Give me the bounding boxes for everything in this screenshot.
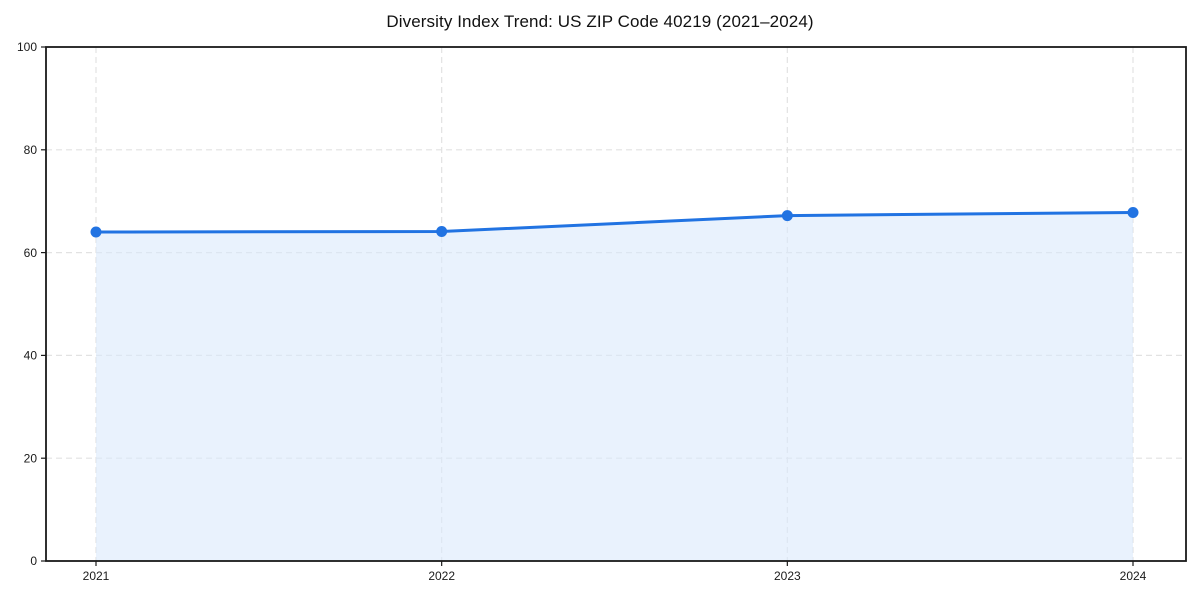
- plot-border: [45, 46, 1187, 562]
- x-tick-label: 2023: [774, 569, 801, 583]
- y-tick-label: 100: [17, 40, 37, 54]
- y-tick-label: 40: [24, 349, 38, 363]
- x-tick-label: 2021: [83, 569, 110, 583]
- trend-line: [94, 211, 1135, 234]
- data-point-marker: [436, 226, 448, 238]
- x-tick-label: 2024: [1120, 569, 1147, 583]
- y-tick-label: 80: [24, 143, 38, 157]
- data-point-marker: [1127, 207, 1139, 219]
- y-tick-label: 0: [30, 554, 37, 568]
- area-fill: [96, 212, 1133, 561]
- data-point-marker: [90, 226, 102, 238]
- data-point-marker: [781, 210, 793, 222]
- y-tick-label: 20: [24, 451, 38, 465]
- x-tick-label: 2022: [428, 569, 455, 583]
- y-tick-label: 60: [24, 246, 38, 260]
- chart-title: Diversity Index Trend: US ZIP Code 40219…: [386, 12, 814, 31]
